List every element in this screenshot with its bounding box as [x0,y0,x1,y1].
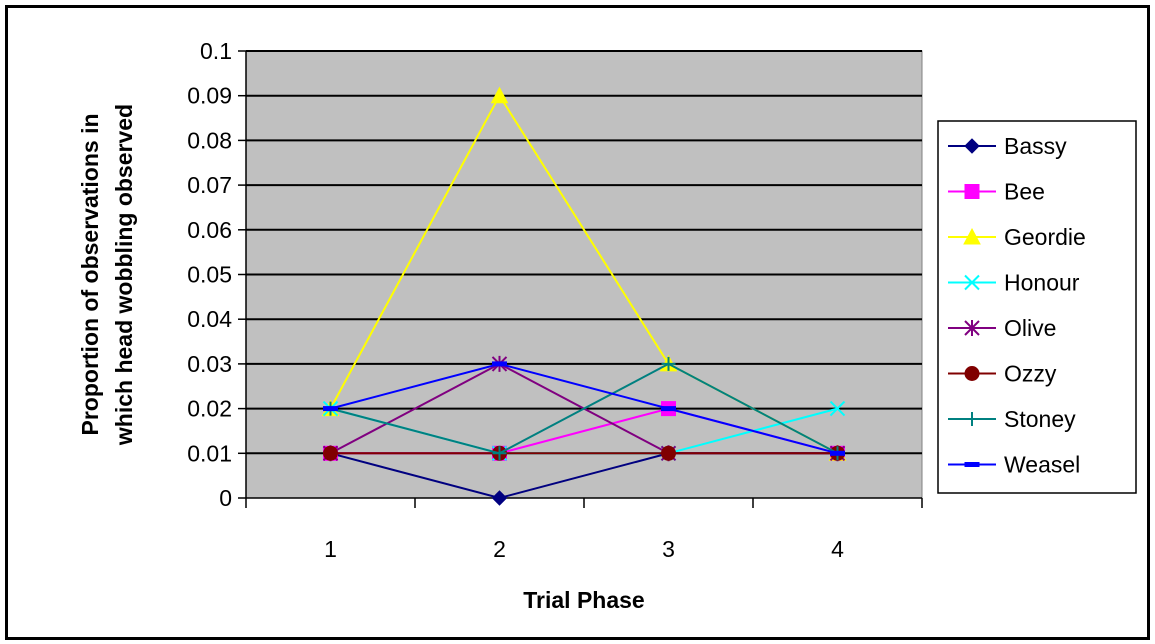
y-tick-label: 0.07 [187,172,232,198]
y-axis-title: Proportion of observations in which head … [77,104,137,446]
y-axis-title-line: Proportion of observations in [77,113,103,435]
data-point [964,138,980,154]
data-point [829,400,846,417]
data-point [491,490,508,506]
data-point [964,274,980,291]
legend-label: Bassy [1004,133,1067,159]
series-layer [321,86,847,506]
legend-item: Honour [948,270,1080,296]
y-tick-label: 0.01 [187,440,232,466]
legend-label: Honour [1004,270,1080,296]
legend-label: Weasel [1004,452,1080,478]
data-point [323,445,338,461]
x-tick-label: 1 [324,536,337,562]
line-chart: 0 0.01 0.02 0.03 0.04 0.05 0.06 0.07 0.08 0.09 0.1… [77,38,1137,613]
legend-label: Geordie [1004,224,1086,250]
y-tick-label: 0.08 [187,127,232,153]
x-tick-label: 3 [662,536,675,562]
data-point [661,406,676,412]
y-tick-label: 0.06 [187,217,232,243]
y-tick-label: 0.02 [187,396,232,422]
data-point [964,320,980,336]
data-point [830,450,845,456]
y-tick-label: 0.04 [187,306,232,332]
y-axis-ticks: 0 0.01 0.02 0.03 0.04 0.05 0.06 0.07 0.08 0.09 0.1 [187,38,246,511]
legend-item: Olive [948,315,1056,341]
legend-item: Geordie [948,224,1086,250]
data-point [323,406,338,412]
chart-frame: 0 0.01 0.02 0.03 0.04 0.05 0.06 0.07 0.08 0.09 0.1… [5,5,1150,640]
data-point [490,86,509,104]
data-point [964,462,980,467]
legend-item: Bassy [948,133,1067,159]
legend-box [937,120,1137,494]
legend-label: Bee [1004,179,1045,205]
x-axis-ticks: 1 2 3 4 [245,498,923,562]
series-line [330,362,838,455]
data-point [492,361,507,367]
legend-label: Stoney [1004,406,1076,432]
data-point [964,366,980,381]
legend-item: Ozzy [948,361,1057,387]
series-line [330,362,838,455]
legend-item: Weasel [948,452,1080,478]
data-point [492,446,507,461]
legend-item: Bee [948,179,1045,205]
data-point [661,356,676,371]
data-point [963,227,981,245]
y-tick-label: 0.05 [187,262,232,288]
data-point [964,184,980,199]
x-tick-label: 4 [831,536,844,562]
y-tick-label: 0.1 [200,38,232,64]
data-point [965,412,979,426]
x-axis-title: Trial Phase [523,587,644,613]
y-tick-label: 0.03 [187,351,232,377]
legend: Bassy Bee Geordie Honour Olive Ozzy Stoney Weas… [937,120,1137,494]
y-tick-label: 0.09 [187,83,232,109]
legend-label: Ozzy [1004,361,1057,387]
legend-item: Stoney [948,406,1076,432]
data-point [661,445,676,461]
series-weasel [323,361,845,456]
y-tick-label: 0 [219,485,232,511]
y-axis-title-line: which head wobbling observed [111,104,137,446]
x-tick-label: 2 [493,536,506,562]
legend-label: Olive [1004,315,1056,341]
